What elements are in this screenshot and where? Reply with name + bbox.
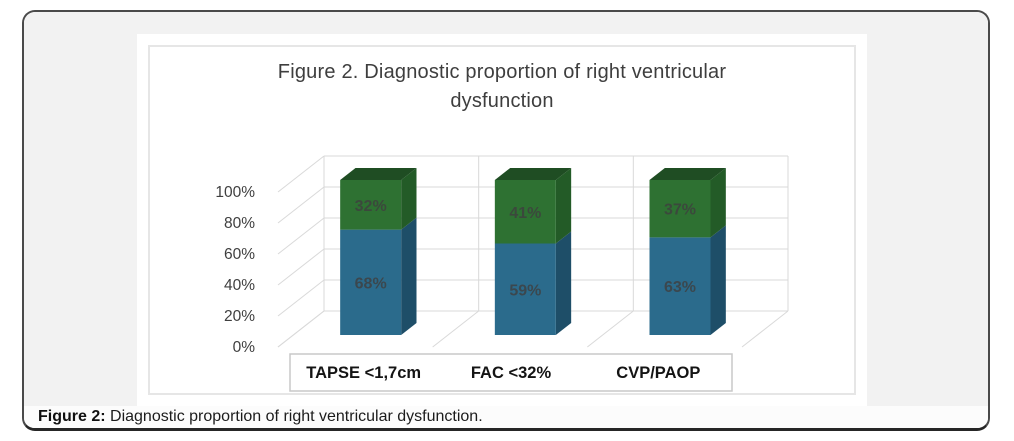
chart-title: Figure 2. Diagnostic proportion of right… [137,58,867,116]
bar-bottom-front-face [494,243,556,335]
y-axis-tick-label: 0% [233,339,256,356]
floor-category-line [432,310,479,348]
bar-top-side-face [555,168,572,244]
chart-title-line2: dysfunction [450,90,554,112]
bar-top-side-face [710,168,726,238]
bar-top-front-face [649,180,711,238]
bar-bottom-data-label: 63% [664,279,696,296]
left-wall-gridline [277,217,325,255]
bar-bottom-front-face [340,229,402,335]
bar-bottom-side-face [401,217,417,335]
chart-title-line1: Figure 2. Diagnostic proportion of right… [277,61,727,83]
floor-category-line [277,310,325,348]
category-axis-label: TAPSE <1,7cm [306,364,421,382]
caption-label: Figure 2: [38,408,106,425]
bar-top-face [649,168,726,180]
left-wall-gridline [277,186,325,224]
figure-card: Figure 2. Diagnostic proportion of right… [22,10,990,431]
bar-top-front-face [494,180,556,244]
chart-panel: Figure 2. Diagnostic proportion of right… [137,34,867,406]
left-wall-gridline [277,248,325,286]
left-wall-gridline [277,155,325,193]
bar-bottom-side-face [555,231,572,335]
category-axis-label: CVP/PAOP [616,364,700,382]
figure-image-area: Figure 2. Diagnostic proportion of right… [24,12,988,406]
bar-top-front-face [340,180,402,230]
floor-category-line [741,310,789,348]
y-axis-tick-label: 20% [224,308,255,325]
category-axis-label: FAC <32% [471,364,552,382]
left-wall-gridline [277,279,325,317]
y-axis-tick-label: 100% [215,184,255,201]
bar-top-face [494,168,572,180]
bar-bottom-front-face [649,237,711,335]
chart-inner-frame [148,45,856,395]
bar-bottom-data-label: 59% [509,282,541,299]
bar-top-face [340,168,417,180]
caption-text: Diagnostic proportion of right ventricul… [105,408,483,425]
bar-top-data-label: 32% [355,198,387,215]
bar-bottom-data-label: 68% [355,275,387,292]
bar-top-data-label: 37% [664,202,696,219]
bar-top-data-label: 41% [509,205,541,222]
bar-top-side-face [401,168,417,230]
y-axis-tick-label: 40% [224,277,255,294]
y-axis-tick-label: 60% [224,246,255,263]
bar-bottom-side-face [710,225,726,335]
category-axis-box [289,353,733,392]
stacked-bar-chart: 68% 32% 59% 41% 63% 37% 0% 20% 40% 60% 80% 100% TAPS… [215,155,789,392]
floor-category-line [587,310,634,348]
y-axis-tick-label: 80% [224,215,255,232]
figure-caption: Figure 2: Diagnostic proportion of right… [24,406,988,428]
